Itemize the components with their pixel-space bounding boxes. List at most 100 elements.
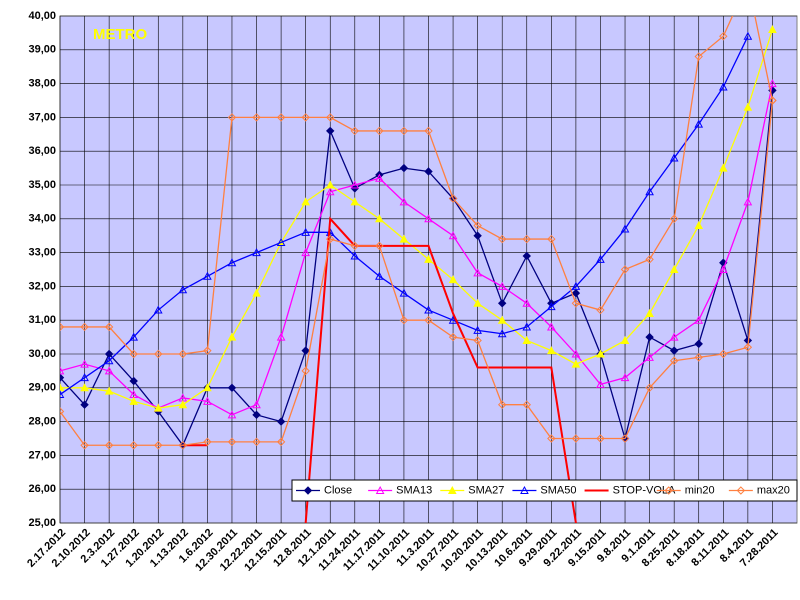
y-tick-label: 30,00 bbox=[28, 348, 56, 360]
marker bbox=[547, 234, 556, 244]
legend-label: SMA13 bbox=[396, 484, 432, 496]
y-tick-label: 39,00 bbox=[28, 44, 56, 56]
marker bbox=[203, 346, 212, 355]
marker bbox=[664, 486, 673, 495]
marker bbox=[546, 302, 556, 311]
marker bbox=[669, 356, 679, 365]
marker bbox=[252, 400, 261, 409]
marker bbox=[325, 187, 335, 196]
marker bbox=[178, 400, 188, 409]
marker bbox=[178, 285, 188, 294]
marker bbox=[448, 194, 458, 203]
marker bbox=[645, 255, 654, 264]
marker bbox=[447, 485, 457, 494]
marker bbox=[399, 315, 409, 325]
marker bbox=[620, 373, 630, 382]
series-line bbox=[60, 29, 774, 409]
series-line bbox=[60, 83, 774, 416]
marker bbox=[227, 410, 237, 419]
marker bbox=[620, 335, 630, 344]
marker bbox=[375, 485, 385, 494]
marker bbox=[203, 437, 212, 447]
marker bbox=[743, 343, 753, 352]
marker bbox=[350, 251, 360, 260]
marker bbox=[694, 52, 703, 61]
marker bbox=[399, 288, 409, 297]
marker bbox=[596, 379, 605, 388]
marker bbox=[399, 126, 409, 136]
marker bbox=[473, 231, 482, 240]
marker bbox=[669, 153, 679, 162]
marker bbox=[571, 349, 581, 358]
marker bbox=[669, 264, 679, 273]
marker bbox=[60, 373, 65, 382]
y-tick-label: 36,00 bbox=[28, 145, 56, 157]
marker bbox=[80, 441, 89, 450]
marker bbox=[571, 299, 581, 308]
marker bbox=[154, 349, 163, 359]
marker bbox=[350, 197, 360, 206]
marker bbox=[326, 234, 335, 244]
marker bbox=[547, 434, 556, 443]
marker bbox=[571, 288, 581, 298]
marker bbox=[546, 346, 556, 355]
marker bbox=[80, 383, 89, 392]
marker bbox=[60, 407, 65, 416]
legend-label: max20 bbox=[757, 484, 790, 496]
marker bbox=[252, 113, 261, 122]
marker bbox=[522, 234, 531, 244]
marker bbox=[104, 441, 114, 450]
marker bbox=[448, 275, 458, 284]
marker bbox=[645, 383, 654, 393]
marker bbox=[178, 441, 188, 450]
y-tick-label: 32,00 bbox=[28, 280, 56, 292]
marker bbox=[301, 197, 311, 206]
y-tick-label: 31,00 bbox=[28, 314, 56, 326]
marker bbox=[718, 264, 728, 273]
marker bbox=[350, 126, 360, 136]
marker bbox=[303, 486, 313, 495]
marker bbox=[743, 102, 753, 111]
marker bbox=[104, 386, 114, 395]
marker bbox=[129, 396, 139, 405]
marker bbox=[473, 325, 482, 334]
marker bbox=[424, 305, 433, 314]
marker bbox=[497, 281, 507, 290]
marker bbox=[80, 400, 89, 409]
marker bbox=[522, 251, 531, 261]
marker bbox=[80, 359, 89, 368]
legend-label: SMA50 bbox=[540, 484, 576, 496]
marker bbox=[60, 390, 65, 399]
legend-label: SMA27 bbox=[468, 484, 504, 496]
marker bbox=[669, 214, 679, 224]
marker bbox=[153, 305, 163, 314]
marker bbox=[326, 126, 335, 136]
marker bbox=[718, 82, 728, 91]
marker bbox=[227, 383, 237, 393]
marker bbox=[768, 96, 777, 105]
marker bbox=[424, 315, 433, 325]
chart-title: METRO bbox=[93, 26, 147, 43]
marker bbox=[80, 373, 89, 382]
legend-label: STOP-VOLA bbox=[613, 484, 676, 496]
marker bbox=[252, 248, 261, 257]
marker bbox=[522, 298, 532, 307]
marker bbox=[743, 197, 753, 206]
marker bbox=[694, 315, 704, 324]
marker bbox=[104, 322, 114, 332]
legend-box bbox=[291, 479, 798, 502]
marker bbox=[227, 113, 237, 122]
marker bbox=[473, 336, 482, 345]
marker bbox=[448, 231, 458, 240]
series-layer bbox=[60, 16, 777, 523]
marker bbox=[669, 346, 679, 355]
marker bbox=[424, 126, 433, 136]
marker bbox=[497, 234, 507, 244]
marker bbox=[669, 332, 679, 341]
marker bbox=[620, 265, 630, 274]
y-tick-label: 35,00 bbox=[28, 179, 56, 191]
marker bbox=[104, 366, 114, 375]
marker bbox=[60, 366, 65, 375]
y-tick-label: 29,00 bbox=[28, 382, 56, 394]
marker bbox=[596, 349, 605, 358]
